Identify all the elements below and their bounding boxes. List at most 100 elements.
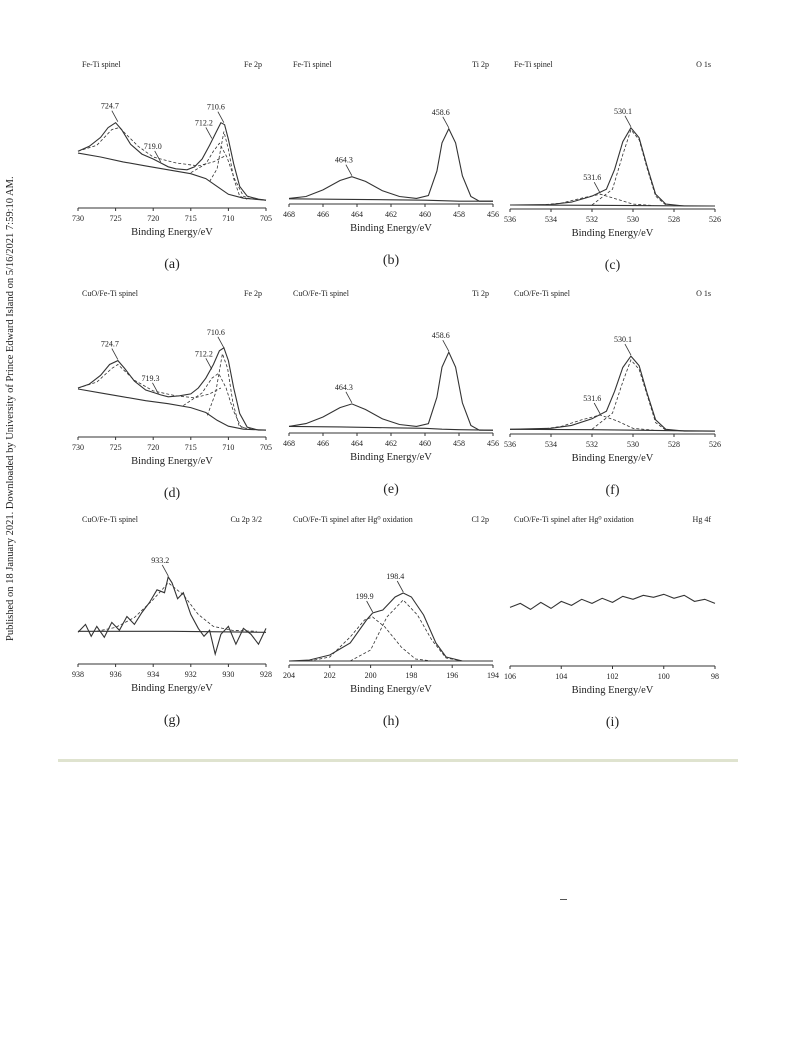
- x-tick-label: 930: [222, 670, 234, 679]
- panel-sample-label: CuO/Fe-Ti spinel: [82, 289, 139, 298]
- x-tick-label: 102: [607, 672, 619, 681]
- x-tick-label: 725: [110, 214, 122, 223]
- peak-annotation: 710.6: [207, 328, 225, 337]
- spectrum-curve: [77, 388, 267, 431]
- peak-annotation: 712.2: [195, 349, 213, 358]
- panel-region-label: Fe 2p: [244, 289, 262, 298]
- annotation-leader: [624, 343, 632, 356]
- annotation-leader: [366, 600, 373, 613]
- section-divider: [58, 759, 738, 762]
- peak-annotation: 530.1: [614, 107, 632, 116]
- panel-label: (g): [164, 713, 181, 728]
- peak-annotation: 530.1: [614, 335, 632, 344]
- x-axis-title: Binding Energy/eV: [131, 456, 213, 467]
- annotation-leader: [152, 382, 159, 395]
- spectrum-curve: [77, 346, 266, 431]
- x-tick-label: 938: [72, 670, 84, 679]
- panel-sample-label: Fe-Ti spinel: [293, 60, 332, 69]
- fit-component-curve: [591, 128, 667, 206]
- x-tick-label: 198: [405, 671, 417, 680]
- x-tick-label: 528: [668, 440, 680, 449]
- peak-annotation: 710.6: [207, 103, 225, 112]
- x-tick-label: 458: [453, 439, 465, 448]
- spectrum-curve: [509, 126, 715, 207]
- panel-sample-label: CuO/Fe-Ti spinel: [82, 515, 139, 524]
- panel-region-label: Ti 2p: [472, 289, 489, 298]
- panel-region-label: Hg 4f: [693, 515, 712, 524]
- x-tick-label: 532: [586, 440, 598, 449]
- fit-component-curve: [206, 352, 247, 430]
- spectrum-curve: [509, 204, 716, 207]
- x-tick-label: 710: [222, 214, 234, 223]
- panel-label: (f): [606, 483, 620, 498]
- panel-region-label: Fe 2p: [244, 60, 262, 69]
- x-axis-title: Binding Energy/eV: [572, 228, 654, 239]
- spectrum-curve: [509, 355, 715, 432]
- x-tick-label: 194: [487, 671, 499, 680]
- peak-annotation: 724.7: [101, 102, 119, 111]
- annotation-leader: [345, 391, 353, 404]
- spectrum-curve: [288, 198, 493, 202]
- x-tick-label: 530: [627, 215, 639, 224]
- panel-sample-label: Fe-Ti spinel: [514, 60, 553, 69]
- x-axis-title: Binding Energy/eV: [350, 452, 432, 463]
- x-axis-title: Binding Energy/eV: [572, 685, 654, 696]
- panel-region-label: O 1s: [696, 60, 711, 69]
- x-tick-label: 730: [72, 214, 84, 223]
- x-tick-label: 456: [487, 439, 499, 448]
- peak-annotation: 933.2: [151, 556, 169, 565]
- x-tick-label: 928: [260, 670, 272, 679]
- annotation-leader: [111, 110, 119, 122]
- panel-region-label: Ti 2p: [472, 60, 489, 69]
- x-tick-label: 526: [709, 215, 721, 224]
- spectrum-curve: [78, 630, 267, 633]
- annotation-leader: [593, 402, 601, 415]
- fit-component-curve: [190, 142, 252, 200]
- panel-sample-label: CuO/Fe-Ti spinel: [293, 289, 350, 298]
- x-tick-label: 536: [504, 215, 516, 224]
- x-axis-title: Binding Energy/eV: [572, 453, 654, 464]
- x-tick-label: 464: [351, 439, 363, 448]
- annotation-leader: [205, 127, 213, 139]
- fit-component-curve: [183, 372, 252, 430]
- x-tick-label: 468: [283, 210, 295, 219]
- spectrum-curve: [77, 575, 267, 657]
- peak-annotation: 719.0: [144, 142, 162, 151]
- peak-annotation: 531.6: [583, 173, 601, 182]
- annotation-leader: [154, 150, 162, 163]
- x-axis-title: Binding Energy/eV: [350, 223, 432, 234]
- annotation-leader: [161, 564, 169, 577]
- peak-annotation: 464.3: [335, 156, 353, 165]
- x-tick-label: 468: [283, 439, 295, 448]
- x-tick-label: 462: [385, 210, 397, 219]
- peak-annotation: 458.6: [432, 108, 450, 117]
- x-tick-label: 98: [711, 672, 719, 681]
- annotation-leader: [442, 339, 450, 352]
- annotation-leader: [205, 358, 213, 370]
- x-tick-label: 532: [586, 215, 598, 224]
- annotation-leader: [593, 181, 601, 194]
- panel-region-label: Cl 2p: [471, 515, 489, 524]
- peak-annotation: 458.6: [432, 331, 450, 340]
- panel-region-label: O 1s: [696, 289, 711, 298]
- panel-label: (b): [383, 253, 400, 268]
- annotation-leader: [345, 164, 353, 176]
- peak-annotation: 198.4: [386, 572, 404, 581]
- x-tick-label: 196: [446, 671, 458, 680]
- peak-annotation: 719.3: [141, 374, 159, 383]
- panel-label: (d): [164, 486, 181, 501]
- x-tick-label: 534: [545, 215, 557, 224]
- spectrum-curve: [288, 350, 493, 431]
- fit-component-curve: [209, 131, 248, 200]
- fit-component-curve: [540, 414, 654, 431]
- x-axis-title: Binding Energy/eV: [131, 227, 213, 238]
- x-tick-label: 464: [351, 210, 363, 219]
- x-tick-label: 200: [365, 671, 377, 680]
- peak-annotation: 464.3: [335, 383, 353, 392]
- spectrum-curve: [77, 121, 267, 201]
- x-tick-label: 202: [324, 671, 336, 680]
- annotation-leader: [217, 111, 225, 123]
- spectrum-curve: [288, 592, 493, 662]
- x-tick-label: 720: [147, 214, 159, 223]
